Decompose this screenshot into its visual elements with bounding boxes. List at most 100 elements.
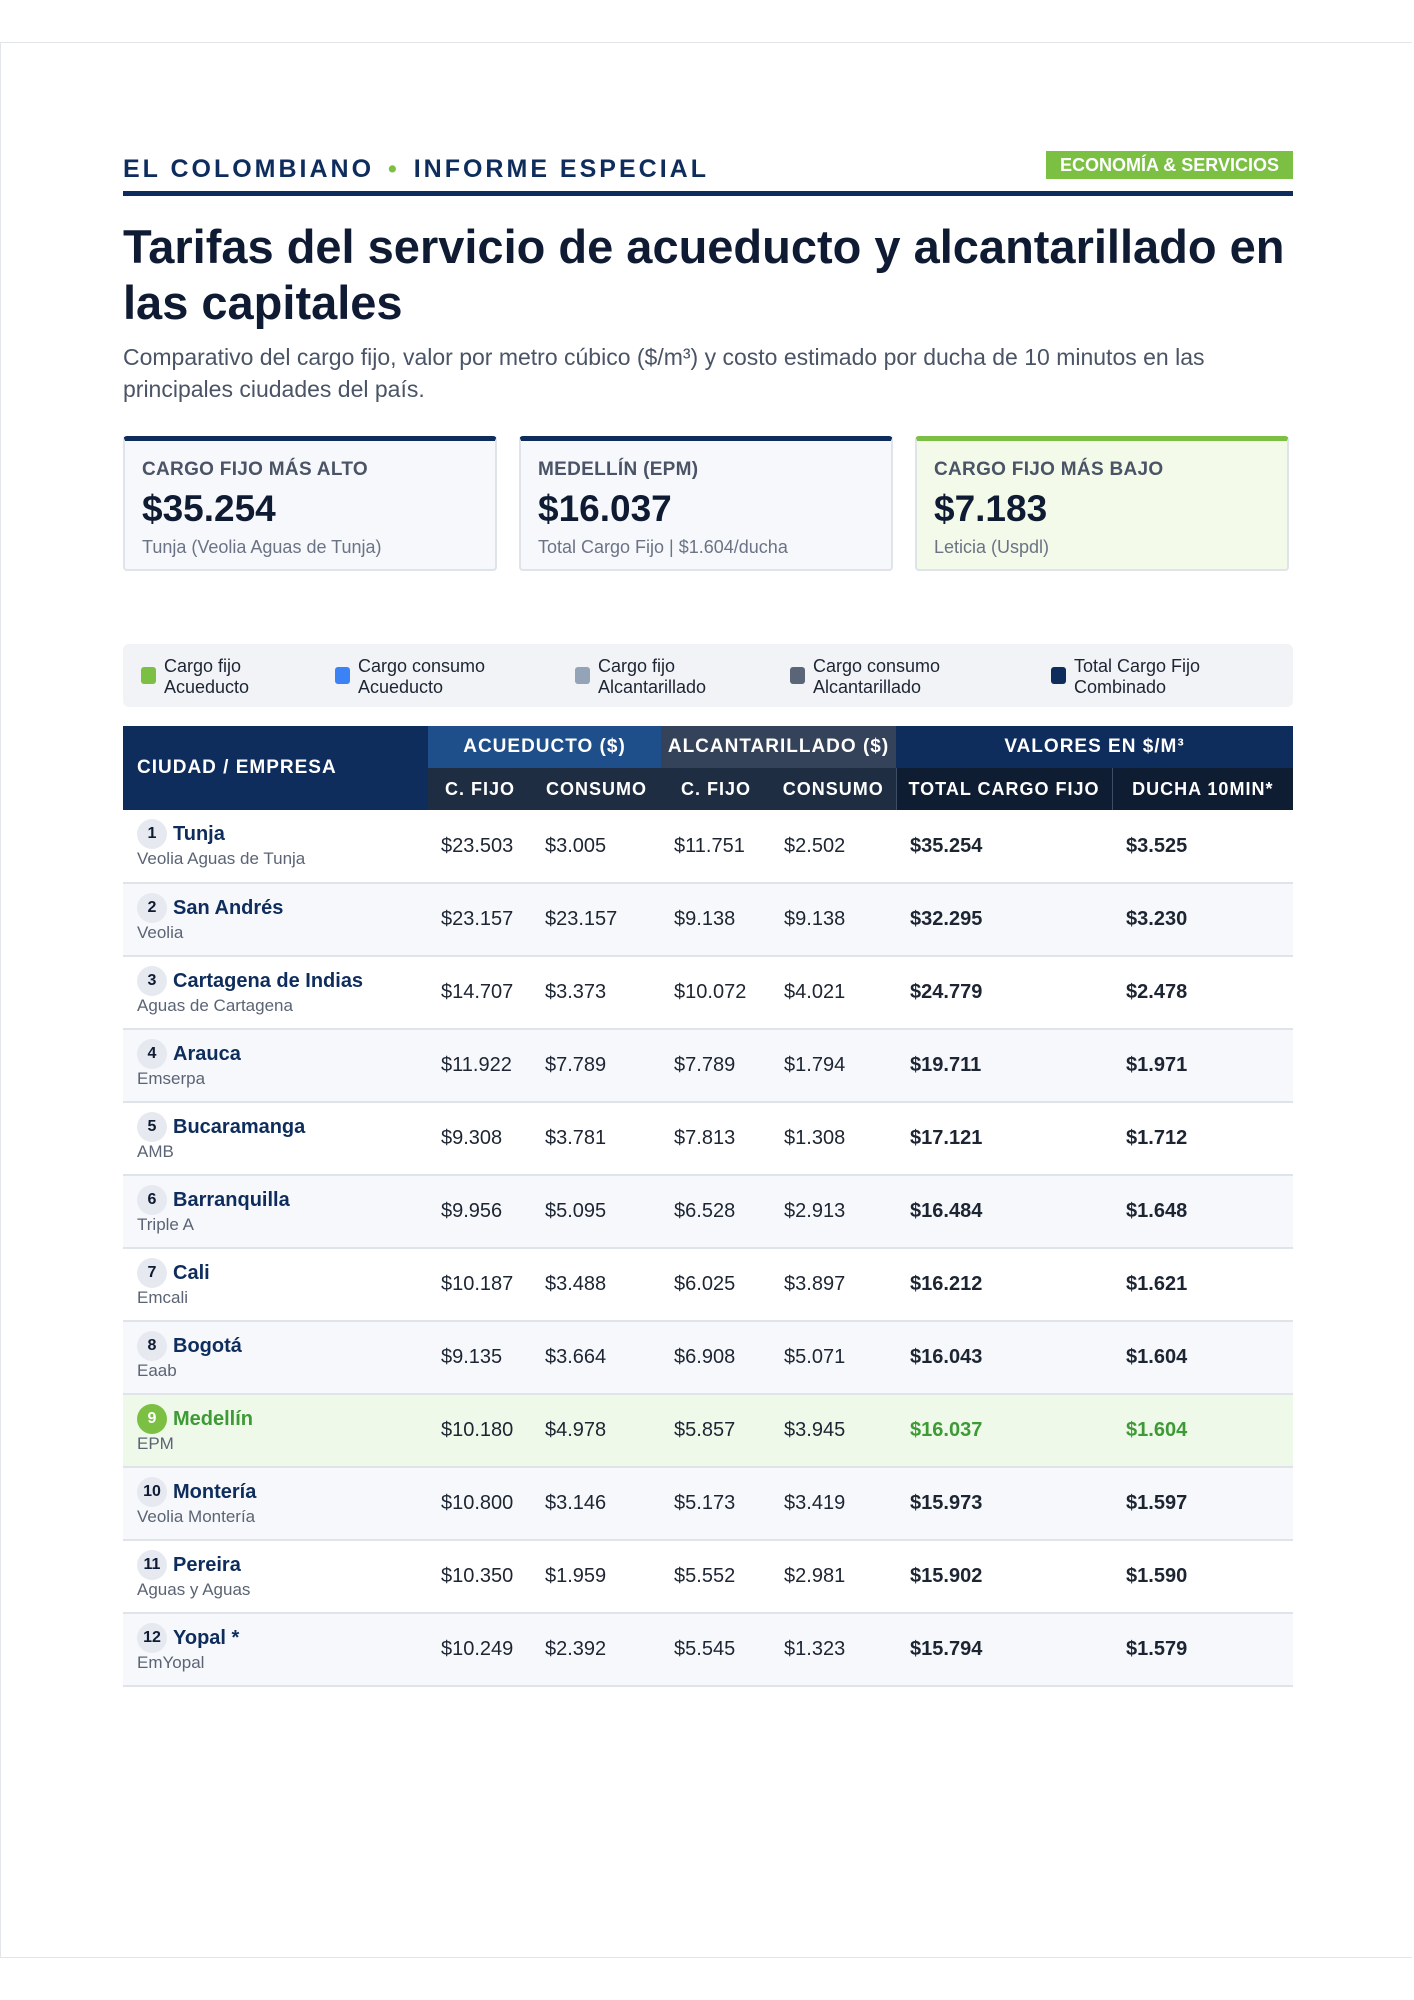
company-name: EmYopal bbox=[137, 1652, 205, 1672]
total-cell: $15.902 bbox=[896, 1540, 1113, 1614]
group-header-acueducto: ACUEDUCTO ($) bbox=[428, 726, 662, 768]
acu-consumo-cell: $3.005 bbox=[532, 810, 662, 884]
ducha-cell: $1.604 bbox=[1112, 1394, 1294, 1468]
total-cell: $17.121 bbox=[896, 1102, 1113, 1176]
alc-consumo-cell: $3.419 bbox=[771, 1467, 897, 1541]
legend-label: Alcantarillado bbox=[598, 677, 707, 697]
legend-swatch bbox=[335, 667, 350, 684]
legend-swatch bbox=[1051, 667, 1066, 684]
card-value: $7.183 bbox=[934, 488, 1048, 529]
brand-section: INFORME ESPECIAL bbox=[413, 155, 709, 183]
acu-consumo-cell: $3.664 bbox=[532, 1321, 662, 1395]
card-label: CARGO FIJO MÁS ALTO bbox=[142, 459, 368, 480]
acu-fijo-cell: $9.135 bbox=[428, 1321, 532, 1395]
acu-fijo-cell: $10.800 bbox=[428, 1467, 532, 1541]
acu-fijo-cell: $23.157 bbox=[428, 883, 532, 957]
alc-consumo-cell: $5.071 bbox=[771, 1321, 897, 1395]
acu-fijo-cell: $10.350 bbox=[428, 1540, 532, 1614]
total-cell: $24.779 bbox=[896, 956, 1113, 1030]
table-row: 4 Arauca Emserpa $11.922 $7.789 $7.789 $1.794 $… bbox=[123, 1029, 1294, 1103]
card-subtext: Tunja (Veolia Aguas de Tunja) bbox=[142, 537, 382, 557]
ducha-cell: $3.230 bbox=[1112, 883, 1294, 957]
card-label: MEDELLÍN (EPM) bbox=[538, 459, 699, 480]
legend-label: Total Cargo Fijo bbox=[1074, 656, 1201, 676]
acu-consumo-cell: $7.789 bbox=[532, 1029, 662, 1103]
company-name: Emcali bbox=[137, 1287, 189, 1307]
alc-fijo-cell: $6.025 bbox=[661, 1248, 772, 1322]
acu-consumo-cell: $3.488 bbox=[532, 1248, 662, 1322]
card-value: $35.254 bbox=[142, 488, 276, 529]
alc-consumo-cell: $1.308 bbox=[771, 1102, 897, 1176]
ducha-cell: $2.478 bbox=[1112, 956, 1294, 1030]
legend: Cargo fijo Acueducto Cargo consumo Acueduc… bbox=[123, 644, 1293, 707]
alc-consumo-cell: $1.323 bbox=[771, 1613, 897, 1687]
alc-consumo-cell: $1.794 bbox=[771, 1029, 897, 1103]
company-name: EPM bbox=[137, 1433, 174, 1453]
page-title: Tarifas del servicio de acueducto y alca… bbox=[123, 220, 1285, 329]
alc-fijo-cell: $5.173 bbox=[661, 1467, 772, 1541]
group-header-valores: VALORES EN $/M³ bbox=[896, 726, 1294, 768]
table-row: 9 Medellín EPM $10.180 $4.978 $5.857 $3.945 $16… bbox=[123, 1394, 1294, 1468]
total-cell: $16.484 bbox=[896, 1175, 1113, 1249]
total-cell: $15.973 bbox=[896, 1467, 1113, 1541]
city-cell: 2 San Andrés Veolia bbox=[123, 883, 428, 957]
city-cell: 9 Medellín EPM bbox=[123, 1394, 428, 1468]
total-cell: $32.295 bbox=[896, 883, 1113, 957]
company-name: Triple A bbox=[137, 1214, 195, 1234]
acu-fijo-cell: $10.187 bbox=[428, 1248, 532, 1322]
city-name: Barranquilla bbox=[173, 1188, 290, 1211]
column-header-total: TOTAL CARGO FIJO bbox=[895, 768, 1113, 810]
acu-fijo-cell: $9.308 bbox=[428, 1102, 532, 1176]
rank-badge: 12 bbox=[137, 1622, 167, 1653]
table-row: 7 Cali Emcali $10.187 $3.488 $6.025 $3.897 $16.… bbox=[123, 1248, 1294, 1322]
legend-label: Acueducto bbox=[358, 677, 444, 697]
city-cell: 6 Barranquilla Triple A bbox=[123, 1175, 428, 1249]
card-subtext: Leticia (Uspdl) bbox=[934, 537, 1050, 557]
acu-consumo-cell: $5.095 bbox=[532, 1175, 662, 1249]
rank-badge: 5 bbox=[137, 1111, 167, 1142]
alc-consumo-cell: $4.021 bbox=[771, 956, 897, 1030]
summary-cards: CARGO FIJO MÁS ALTO $35.254 Tunja (Veoli… bbox=[123, 436, 1293, 571]
rank-badge: 2 bbox=[137, 892, 167, 923]
city-cell: 1 Tunja Veolia Aguas de Tunja bbox=[123, 810, 428, 884]
rank-badge: 4 bbox=[137, 1038, 167, 1069]
city-name: San Andrés bbox=[173, 896, 284, 919]
rank-badge: 6 bbox=[137, 1184, 167, 1215]
ducha-cell: $1.597 bbox=[1112, 1467, 1294, 1541]
legend-swatch bbox=[790, 667, 805, 684]
column-header-city: CIUDAD / EMPRESA bbox=[123, 726, 428, 810]
document-page: EL COLOMBIANO • INFORME ESPECIAL ECONOMÍ… bbox=[0, 42, 1412, 1958]
column-header-ducha: DUCHA 10MIN* bbox=[1111, 768, 1294, 810]
alc-consumo-cell: $9.138 bbox=[771, 883, 897, 957]
company-name: Veolia Montería bbox=[137, 1506, 256, 1526]
ducha-cell: $1.621 bbox=[1112, 1248, 1294, 1322]
table-row: 8 Bogotá Eaab $9.135 $3.664 $6.908 $5.071 $16.0… bbox=[123, 1321, 1294, 1395]
total-cell: $19.711 bbox=[896, 1029, 1113, 1103]
city-name: Bucaramanga bbox=[173, 1115, 306, 1138]
table-row: 6 Barranquilla Triple A $9.956 $5.095 $6.528 $… bbox=[123, 1175, 1294, 1249]
city-name: Bogotá bbox=[173, 1334, 242, 1357]
alc-consumo-cell: $3.945 bbox=[771, 1394, 897, 1468]
rank-badge: 10 bbox=[137, 1476, 167, 1507]
acu-fijo-cell: $9.956 bbox=[428, 1175, 532, 1249]
rank-badge: 9 bbox=[137, 1403, 167, 1434]
card-lowest-fixed-charge: CARGO FIJO MÁS BAJO $7.183 Leticia (Uspd… bbox=[915, 436, 1289, 571]
brand: EL COLOMBIANO • INFORME ESPECIAL bbox=[123, 155, 709, 184]
acu-fijo-cell: $11.922 bbox=[428, 1029, 532, 1103]
table-group-header-row: CIUDAD / EMPRESA ACUEDUCTO ($) ALCANTARI… bbox=[123, 726, 1294, 810]
company-name: Veolia bbox=[137, 922, 184, 942]
ducha-cell: $1.648 bbox=[1112, 1175, 1294, 1249]
table-row: 1 Tunja Veolia Aguas de Tunja $23.503 $3.005… bbox=[123, 810, 1294, 884]
legend-label: Alcantarillado bbox=[813, 677, 922, 697]
table-row: 10 Montería Veolia Montería $10.800 $3.146 $5… bbox=[123, 1467, 1294, 1541]
card-medellin: MEDELLÍN (EPM) $16.037 Total Cargo Fijo … bbox=[519, 436, 893, 571]
ducha-cell: $1.590 bbox=[1112, 1540, 1294, 1614]
table-row: 5 Bucaramanga AMB $9.308 $3.781 $7.813 $1.308 $… bbox=[123, 1102, 1294, 1176]
card-label: CARGO FIJO MÁS BAJO bbox=[934, 459, 1164, 480]
city-cell: 10 Montería Veolia Montería bbox=[123, 1467, 428, 1541]
acu-fijo-cell: $10.180 bbox=[428, 1394, 532, 1468]
rank-badge: 7 bbox=[137, 1257, 167, 1288]
ducha-cell: $1.604 bbox=[1112, 1321, 1294, 1395]
company-name: Aguas de Cartagena bbox=[137, 995, 293, 1015]
city-name: Montería bbox=[173, 1480, 257, 1503]
